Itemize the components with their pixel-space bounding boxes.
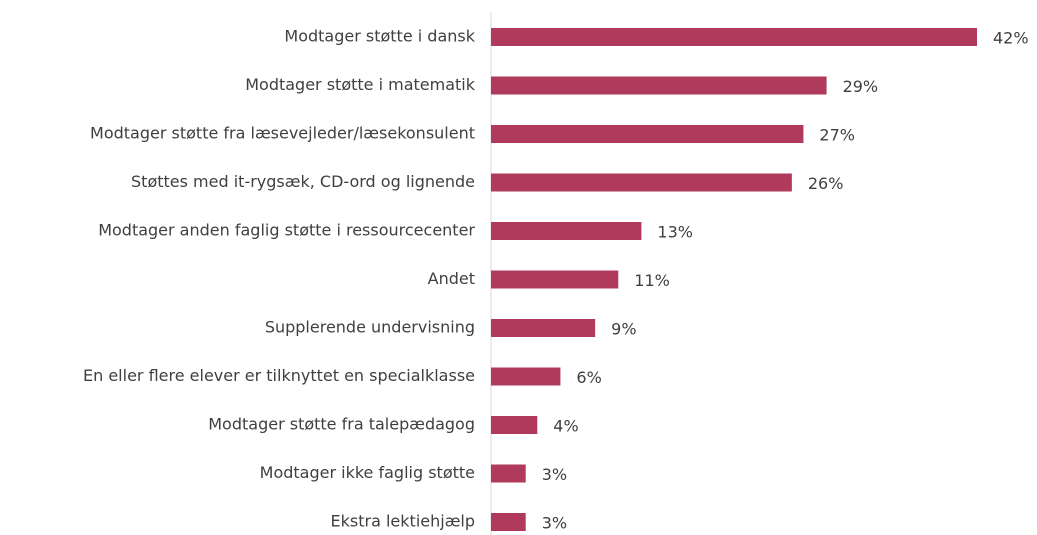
category-label: Modtager støtte i dansk: [284, 27, 475, 46]
value-label: 13%: [657, 223, 693, 242]
bar: [491, 222, 642, 240]
bar: [491, 270, 619, 289]
bar: [491, 367, 561, 386]
bar: [491, 173, 792, 192]
bar: [491, 319, 596, 337]
category-label: Ekstra lektiehjælp: [331, 512, 475, 531]
bar: [491, 513, 526, 531]
value-label: 4%: [553, 417, 578, 436]
bar: [491, 28, 977, 46]
category-label: Modtager støtte fra talepædagog: [208, 415, 475, 434]
value-label: 42%: [993, 29, 1029, 48]
category-label: Andet: [428, 269, 475, 288]
bar: [491, 464, 526, 483]
value-label: 27%: [819, 126, 855, 145]
value-label: 3%: [542, 465, 567, 484]
bar: [491, 76, 827, 95]
value-label: 11%: [634, 271, 670, 290]
category-label: Modtager støtte fra læsevejleder/læsekon…: [90, 124, 475, 143]
category-label: Støttes med it-rygsæk, CD-ord og lignend…: [131, 172, 475, 191]
value-label: 29%: [843, 77, 879, 96]
value-label: 9%: [611, 320, 636, 339]
category-label: Modtager ikke faglig støtte: [260, 463, 475, 482]
category-label: En eller flere elever er tilknyttet en s…: [83, 366, 475, 385]
bar: [491, 125, 804, 143]
value-label: 6%: [576, 368, 601, 387]
bar: [491, 416, 538, 434]
value-label: 3%: [542, 514, 567, 533]
category-label: Modtager anden faglig støtte i ressource…: [98, 221, 475, 240]
category-label: Supplerende undervisning: [265, 318, 475, 337]
value-label: 26%: [808, 174, 844, 193]
category-label: Modtager støtte i matematik: [245, 75, 476, 94]
